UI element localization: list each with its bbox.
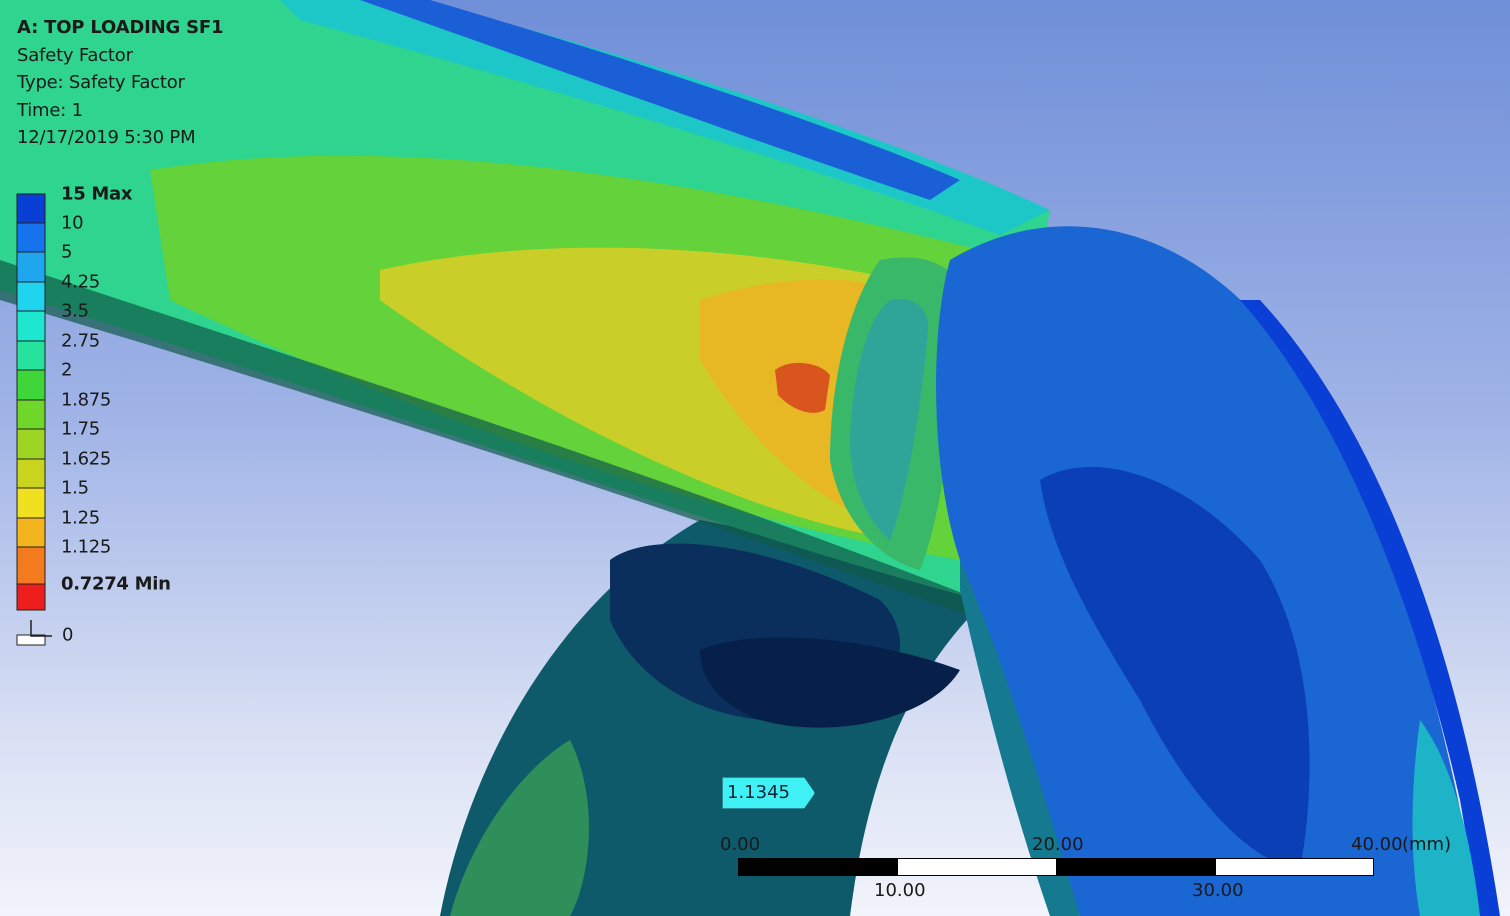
scale-segment-1 [738, 858, 898, 876]
legend-swatch-9 [16, 458, 46, 489]
diagonal-tube-top-blue [360, 0, 960, 200]
legend-swatch-6 [16, 369, 46, 401]
legend-swatch-2 [16, 251, 46, 283]
scale-label-0: 0.00 [720, 834, 761, 855]
legend-swatch-13 [16, 583, 46, 611]
legend-label-11: 1.25 [61, 507, 100, 529]
scale-label-10: 10.00 [874, 880, 926, 901]
legend-label-12: 1.125 [61, 536, 112, 558]
min-safety-hotspot [775, 362, 830, 413]
result-date: 12/17/2019 5:30 PM [17, 127, 196, 148]
result-info-panel: A: TOP LOADING SF1 Safety Factor Type: S… [17, 14, 223, 152]
legend-swatch-5 [16, 340, 46, 371]
lower-arch-navy-spot [700, 637, 960, 728]
result-time: Time: 1 [17, 99, 83, 121]
lower-arch-green-foot [450, 740, 589, 916]
legend-swatch-3 [16, 281, 46, 312]
legend-label-1: 10 [61, 212, 84, 234]
legend-label-4: 3.5 [61, 300, 89, 322]
legend-color-bar [16, 193, 52, 646]
scale-segment-4 [1215, 858, 1374, 876]
diagonal-tube-top-band [280, 0, 1050, 235]
result-type: Type: Safety Factor [17, 72, 185, 93]
probe-label[interactable]: 1.1345 [722, 777, 815, 809]
legend-label-14: 0 [62, 624, 74, 646]
legend-label-9: 1.625 [61, 448, 112, 470]
legend-label-2: 5 [61, 241, 73, 263]
legend-swatch-8 [16, 428, 46, 460]
elbow-tube-teal-edge [960, 560, 1080, 916]
scale-segment-2 [897, 858, 1057, 876]
legend-swatch-1 [16, 222, 46, 253]
legend-swatch-10 [16, 487, 46, 519]
legend-label-7: 1.875 [61, 389, 112, 411]
scale-bar [738, 858, 1374, 876]
diagonal-tube-shadow [0, 260, 980, 620]
legend-label-8: 1.75 [61, 418, 100, 440]
result-name: Safety Factor [17, 44, 133, 66]
legend-zero-leader [30, 620, 52, 637]
legend-label-10: 1.5 [61, 477, 89, 499]
color-legend[interactable]: 15 Max 10 5 4.25 3.5 2.75 2 1.875 1.75 1.625 1.5 1.… [0, 0, 260, 660]
legend-swatch-0 [16, 193, 46, 224]
legend-swatch-12 [16, 546, 46, 585]
legend-label-5: 2.75 [61, 330, 100, 352]
weld-ring-inner [850, 299, 929, 540]
elbow-tube-edge [1240, 300, 1500, 916]
scale-unit: (mm) [1402, 834, 1452, 855]
scale-label-40: 40.00 [1351, 834, 1403, 855]
legend-label-6: 2 [61, 359, 73, 381]
legend-swatch-7 [16, 399, 46, 430]
elbow-tube-deep-band [1040, 466, 1310, 870]
scale-label-30: 30.00 [1192, 880, 1244, 901]
analysis-title: A: TOP LOADING SF1 [17, 17, 224, 38]
legend-label-13: 0.7274 Min [61, 573, 171, 595]
legend-swatch-11 [16, 517, 46, 548]
legend-label-0: 15 Max [61, 183, 133, 205]
elbow-tube-cyan-foot [1412, 720, 1480, 916]
legend-label-3: 4.25 [61, 271, 100, 293]
scale-segment-3 [1056, 858, 1216, 876]
legend-swatch-4 [16, 310, 46, 342]
scale-label-20: 20.00 [1032, 834, 1084, 855]
